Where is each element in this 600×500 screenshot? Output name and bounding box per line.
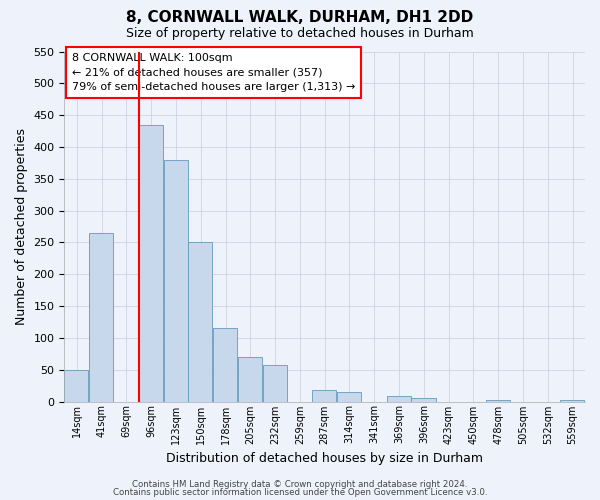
Bar xyxy=(64,370,88,402)
Bar xyxy=(139,124,163,402)
X-axis label: Distribution of detached houses by size in Durham: Distribution of detached houses by size … xyxy=(166,452,483,465)
Text: Size of property relative to detached houses in Durham: Size of property relative to detached ho… xyxy=(126,28,474,40)
Bar xyxy=(386,396,411,402)
Bar xyxy=(89,233,113,402)
Text: 8 CORNWALL WALK: 100sqm
← 21% of detached houses are smaller (357)
79% of semi-d: 8 CORNWALL WALK: 100sqm ← 21% of detache… xyxy=(72,53,355,92)
Bar xyxy=(313,390,337,402)
Text: Contains public sector information licensed under the Open Government Licence v3: Contains public sector information licen… xyxy=(113,488,487,497)
Bar xyxy=(486,400,510,402)
Bar xyxy=(560,400,584,402)
Y-axis label: Number of detached properties: Number of detached properties xyxy=(15,128,28,325)
Bar xyxy=(213,328,237,402)
Bar xyxy=(164,160,188,402)
Text: Contains HM Land Registry data © Crown copyright and database right 2024.: Contains HM Land Registry data © Crown c… xyxy=(132,480,468,489)
Text: 8, CORNWALL WALK, DURHAM, DH1 2DD: 8, CORNWALL WALK, DURHAM, DH1 2DD xyxy=(127,10,473,25)
Bar xyxy=(188,242,212,402)
Bar xyxy=(412,398,436,402)
Bar xyxy=(263,364,287,402)
Bar xyxy=(337,392,361,402)
Bar xyxy=(238,357,262,402)
